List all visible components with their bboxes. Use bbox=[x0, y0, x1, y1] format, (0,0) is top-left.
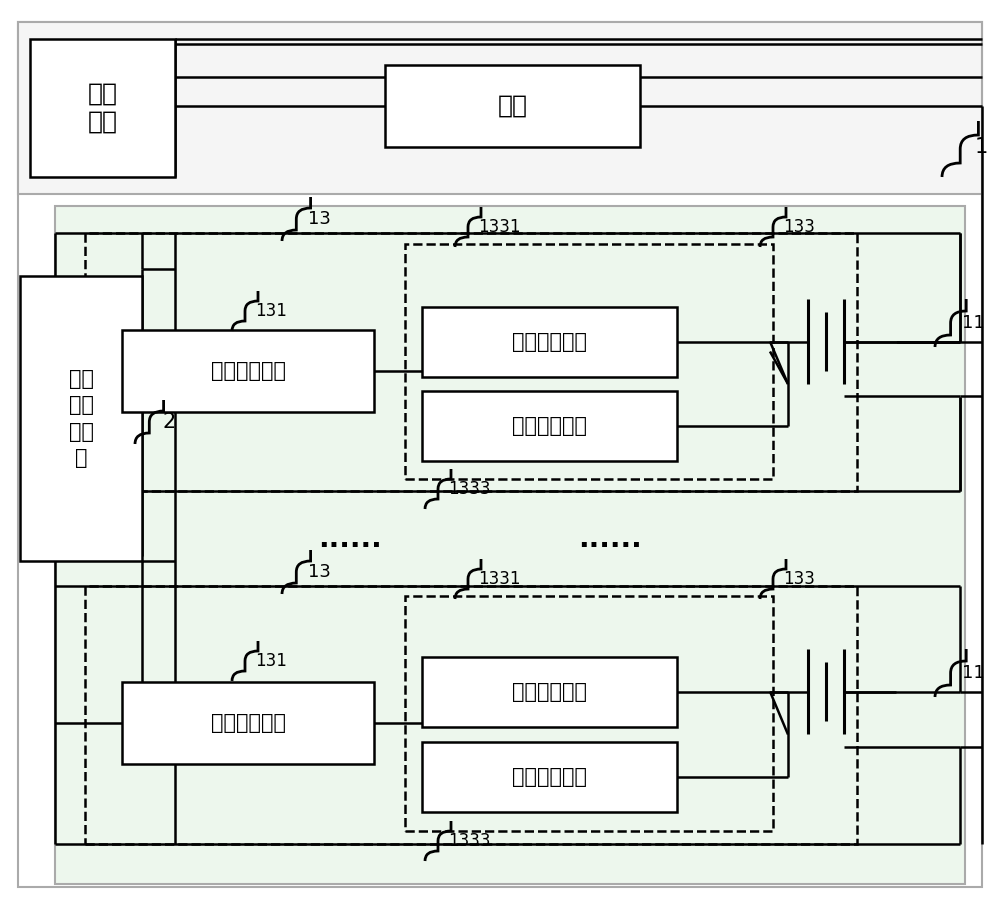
Text: 1333: 1333 bbox=[448, 480, 491, 498]
Bar bbox=[122, 330, 374, 412]
Text: 1333: 1333 bbox=[448, 832, 491, 850]
Text: ......: ...... bbox=[578, 525, 642, 553]
Text: 充放
电监
控单
元: 充放 电监 控单 元 bbox=[68, 369, 94, 468]
Text: 1331: 1331 bbox=[478, 218, 520, 236]
Bar bbox=[405, 596, 773, 831]
Bar bbox=[20, 276, 142, 561]
Text: 电流检测单元: 电流检测单元 bbox=[210, 713, 286, 733]
Bar bbox=[85, 586, 857, 844]
Bar bbox=[85, 233, 857, 491]
Text: 充电控制单元: 充电控制单元 bbox=[512, 332, 587, 352]
Text: 11: 11 bbox=[962, 314, 985, 332]
Bar bbox=[422, 307, 677, 377]
Text: 供电
单元: 供电 单元 bbox=[88, 82, 118, 134]
Bar bbox=[422, 657, 677, 727]
Text: 11: 11 bbox=[962, 664, 985, 682]
Text: ......: ...... bbox=[318, 525, 382, 553]
Text: 1331: 1331 bbox=[478, 570, 520, 588]
Text: 电流检测单元: 电流检测单元 bbox=[210, 361, 286, 381]
Bar bbox=[405, 244, 773, 479]
Bar bbox=[122, 682, 374, 764]
Text: 充电控制单元: 充电控制单元 bbox=[512, 682, 587, 702]
Text: 负载: 负载 bbox=[498, 94, 528, 118]
Bar bbox=[30, 39, 175, 177]
Text: 131: 131 bbox=[255, 302, 287, 320]
Text: 131: 131 bbox=[255, 652, 287, 670]
Text: 13: 13 bbox=[308, 210, 331, 228]
Bar bbox=[422, 391, 677, 461]
Text: 放电控制单元: 放电控制单元 bbox=[512, 767, 587, 787]
Text: 2: 2 bbox=[162, 412, 175, 432]
Bar bbox=[422, 742, 677, 812]
Bar bbox=[385, 65, 640, 147]
Text: 1: 1 bbox=[975, 137, 988, 157]
Bar bbox=[55, 206, 965, 884]
Text: 放电控制单元: 放电控制单元 bbox=[512, 416, 587, 436]
Text: 133: 133 bbox=[783, 218, 815, 236]
Text: 133: 133 bbox=[783, 570, 815, 588]
Text: 13: 13 bbox=[308, 563, 331, 581]
Bar bbox=[18, 22, 982, 194]
